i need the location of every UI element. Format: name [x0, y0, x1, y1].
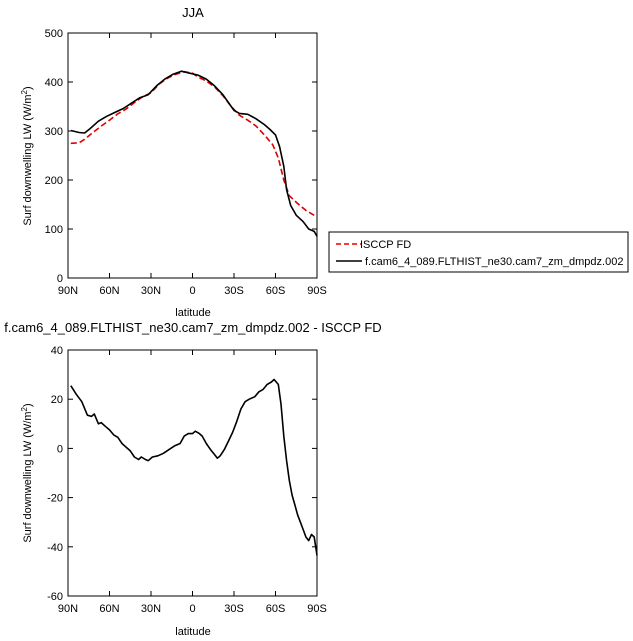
- top-x-tick-label: 90N: [58, 285, 78, 297]
- top-x-tick-label: 30N: [141, 285, 161, 297]
- bottom-x-axis: 90N 60N 30N 0 30S 60S 90S: [58, 350, 327, 615]
- legend-box: [328, 231, 629, 273]
- top-y-tick-label: 500: [45, 28, 63, 40]
- top-x-tick-label: 60S: [266, 285, 286, 297]
- bottom-chart-title: f.cam6_4_089.FLTHIST_ne30.cam7_zm_dmpdz.…: [4, 320, 381, 335]
- bottom-x-axis-label: latitude: [175, 626, 210, 638]
- top-y-tick-label: 400: [45, 77, 63, 89]
- top-x-tick-label: 30S: [224, 285, 244, 297]
- bottom-x-tick-label: 60N: [99, 603, 119, 615]
- bottom-y-axis-label: Surf downwelling LW (W/m2): [20, 403, 34, 542]
- bottom-plot-frame: [67, 349, 318, 597]
- top-x-tick-label: 90S: [307, 285, 327, 297]
- top-plot-frame: [67, 32, 318, 279]
- bottom-x-tick-label: 30N: [141, 603, 161, 615]
- top-x-axis: 90N 60N 30N 0 30S 60S 90S: [58, 33, 327, 297]
- bottom-chart-series-group: [70, 378, 318, 556]
- top-chart-title: JJA: [182, 5, 204, 20]
- top-x-axis-label: latitude: [175, 307, 210, 319]
- bottom-y-tick-label: -20: [47, 493, 63, 505]
- bottom-x-tick-label: 60S: [266, 603, 286, 615]
- bottom-y-tick-label: -40: [47, 542, 63, 554]
- bottom-y-tick-label: 0: [57, 443, 63, 455]
- top-y-tick-label: 200: [45, 175, 63, 187]
- bottom-x-tick-label: 30S: [224, 603, 244, 615]
- bottom-x-tick-label: 90N: [58, 603, 78, 615]
- bottom-y-tick-label: 40: [51, 345, 63, 357]
- top-series-line-1: [70, 70, 318, 237]
- legend-label-model: f.cam6_4_089.FLTHIST_ne30.cam7_zm_dmpdz.…: [365, 256, 623, 268]
- bottom-y-tick-label: 20: [51, 394, 63, 406]
- bottom-series-line-0: [70, 378, 318, 556]
- top-chart-legend: ISCCP FD f.cam6_4_089.FLTHIST_ne30.cam7_…: [328, 231, 629, 273]
- top-y-tick-label: 0: [57, 273, 63, 285]
- top-x-tick-label: 0: [189, 285, 195, 297]
- bottom-y-axis: -60 -40 -20 0 20 40: [47, 345, 317, 603]
- top-chart-series-group: [70, 70, 318, 237]
- top-y-axis: 0 100 200 300 400 500: [45, 28, 317, 285]
- top-y-tick-label: 100: [45, 224, 63, 236]
- top-y-tick-label: 300: [45, 126, 63, 138]
- bottom-x-tick-label: 90S: [307, 603, 327, 615]
- legend-label-isccp: ISCCP FD: [360, 239, 411, 251]
- bottom-x-tick-label: 0: [189, 603, 195, 615]
- top-x-tick-label: 60N: [99, 285, 119, 297]
- bottom-chart-panel: f.cam6_4_089.FLTHIST_ne30.cam7_zm_dmpdz.…: [4, 320, 381, 638]
- top-chart-panel: JJA 90N 60N 30N 0 30S 60S 90S 0 100 200 300 400 500…: [20, 5, 629, 319]
- top-y-axis-label: Surf downwelling LW (W/m2): [20, 86, 34, 225]
- bottom-y-tick-label: -60: [47, 591, 63, 603]
